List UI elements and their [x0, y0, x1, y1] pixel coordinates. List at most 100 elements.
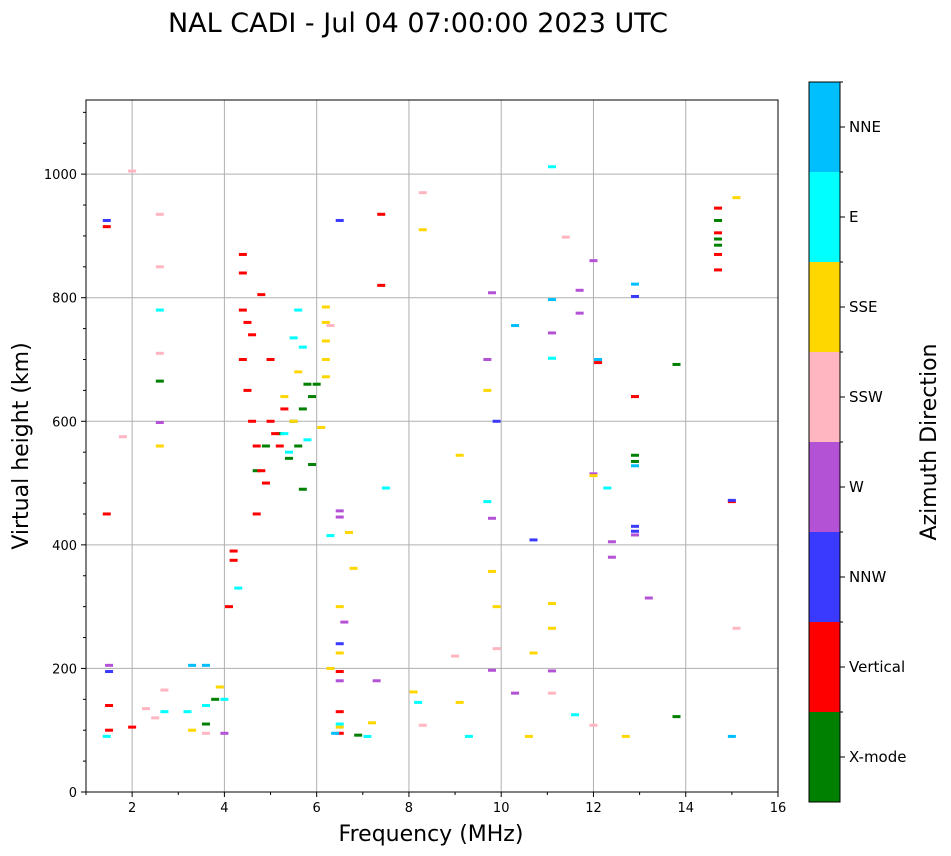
- x-tick-label: 16: [770, 801, 787, 816]
- data-point-sse: [326, 666, 335, 670]
- data-point-vertical: [257, 293, 266, 297]
- x-axis-label: Frequency (MHz): [339, 822, 524, 847]
- data-point-w: [575, 288, 584, 292]
- data-point-e: [155, 308, 164, 312]
- data-point-vertical: [280, 407, 289, 411]
- data-point-vertical: [377, 283, 386, 287]
- y-tick-label: 1000: [44, 168, 77, 183]
- data-point-ssw: [547, 691, 556, 695]
- x-tick-label: 14: [677, 801, 694, 816]
- y-axis-label: Virtual height (km): [9, 342, 34, 549]
- data-point-vertical: [225, 605, 234, 609]
- y-axis-ticks: 0 200 400 600 800 1000: [44, 111, 86, 801]
- data-point-w: [589, 472, 598, 476]
- data-point-vertical: [229, 558, 238, 562]
- data-point-e: [326, 534, 335, 538]
- data-point-nne: [511, 324, 520, 328]
- data-point-sse: [368, 721, 377, 725]
- colorbar-segment: [809, 712, 840, 802]
- data-point-x-mode: [303, 382, 312, 386]
- data-point-ssw: [589, 723, 598, 727]
- data-point-vertical: [257, 469, 266, 473]
- data-point-vertical: [252, 512, 261, 516]
- data-point-e: [414, 700, 423, 704]
- data-point-sse: [349, 566, 358, 570]
- data-point-e: [303, 438, 312, 442]
- data-point-vertical: [243, 320, 252, 324]
- data-point-w: [630, 533, 639, 537]
- data-point-sse: [524, 734, 533, 738]
- y-tick-label: 0: [69, 786, 77, 801]
- data-point-vertical: [238, 358, 247, 361]
- data-point-sse: [455, 453, 464, 457]
- data-point-vertical: [335, 670, 344, 674]
- data-point-vertical: [102, 225, 111, 229]
- plot-area-frame: [85, 99, 779, 793]
- grid-lines: [86, 100, 779, 793]
- data-point-nnw: [727, 498, 736, 502]
- data-point-w: [487, 668, 496, 672]
- data-point-nnw: [492, 419, 501, 423]
- data-point-e: [363, 734, 372, 738]
- x-axis-ticks: 2 4 6 8 10 12 14 16: [85, 792, 787, 816]
- data-point-e: [280, 432, 289, 436]
- data-point-ssw: [151, 716, 160, 720]
- colorbar-segment: [809, 622, 840, 712]
- data-point-x-mode: [211, 697, 220, 701]
- data-point-w: [547, 669, 556, 673]
- colorbar-segment: [809, 262, 840, 352]
- data-point-x-mode: [714, 237, 723, 241]
- data-point-w: [483, 358, 492, 361]
- data-point-sse: [215, 685, 224, 689]
- data-point-w: [335, 679, 344, 683]
- data-point-x-mode: [354, 733, 363, 737]
- data-point-w: [487, 291, 496, 295]
- data-point-vertical: [128, 725, 137, 729]
- data-point-sse: [492, 605, 501, 609]
- data-point-sse: [621, 734, 630, 738]
- data-point-w: [105, 663, 114, 667]
- data-point-x-mode: [630, 459, 639, 463]
- data-point-sse: [335, 651, 344, 655]
- data-point-vertical: [248, 419, 257, 423]
- colorbar-tick-label: SSW: [849, 388, 883, 406]
- data-point-x-mode: [201, 722, 210, 726]
- data-point-sse: [188, 728, 197, 732]
- colorbar-frame: [808, 81, 841, 803]
- data-point-nnw: [102, 218, 111, 222]
- data-point-x-mode: [261, 444, 270, 448]
- data-point-nne: [630, 464, 639, 468]
- data-point-w: [220, 731, 229, 735]
- data-point-w: [487, 516, 496, 520]
- colorbar-tick-label: NNW: [849, 568, 886, 586]
- data-point-w: [335, 515, 344, 519]
- y-tick-label: 800: [52, 292, 77, 307]
- data-point-ssw: [732, 626, 741, 630]
- data-point-e: [571, 713, 580, 717]
- data-point-vertical: [714, 268, 723, 272]
- colorbar-segment: [809, 442, 840, 532]
- data-point-x-mode: [284, 456, 293, 460]
- data-point-sse: [487, 569, 496, 573]
- x-tick-label: 8: [405, 801, 413, 816]
- data-point-nne: [331, 731, 340, 735]
- data-point-sse: [321, 375, 330, 379]
- colorbar-segment: [809, 352, 840, 442]
- data-point-ssw: [128, 169, 137, 173]
- data-point-e: [289, 336, 298, 340]
- data-point-vertical: [275, 444, 284, 448]
- data-point-w: [547, 331, 556, 335]
- data-point-vertical: [271, 432, 280, 436]
- data-point-ssw: [561, 235, 570, 239]
- data-point-x-mode: [252, 469, 261, 473]
- colorbar-tick-label: E: [849, 208, 858, 226]
- colorbar-segment: [809, 82, 840, 172]
- data-point-sse: [335, 725, 344, 729]
- data-point-sse: [483, 388, 492, 392]
- data-point-sse: [409, 690, 418, 694]
- colorbar-tick-label: W: [849, 478, 864, 496]
- data-point-vertical: [243, 388, 252, 392]
- colorbar-tick-label: X-mode: [849, 748, 906, 766]
- data-point-x-mode: [298, 407, 307, 411]
- data-point-sse: [321, 305, 330, 309]
